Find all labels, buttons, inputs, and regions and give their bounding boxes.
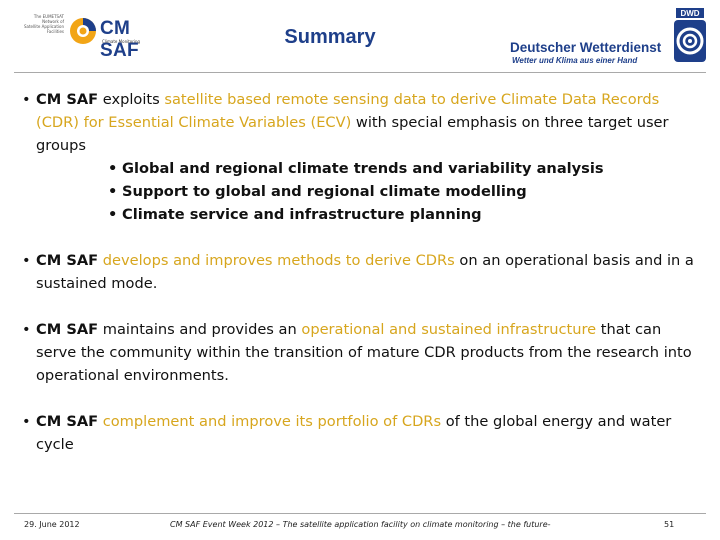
- sub-bullet-dot: •: [108, 160, 118, 177]
- bullet-item: • CM SAF develops and improves methods t…: [22, 249, 702, 295]
- bullet-dot: •: [22, 91, 31, 108]
- sub-bullet-item: • Global and regional climate trends and …: [36, 157, 702, 180]
- logo-text: CM SAF: [100, 18, 139, 61]
- sub-bullet-dot: •: [108, 206, 118, 223]
- target-user-groups: • Global and regional climate trends and …: [36, 157, 702, 226]
- sub-bullet-text: Support to global and regional climate m…: [122, 183, 527, 200]
- sub-bullet-item: • Climate service and infrastructure plan…: [36, 203, 702, 226]
- text-segment: on an operational basis and in a sustain…: [36, 252, 694, 292]
- sub-bullet-text: Global and regional climate trends and v…: [122, 160, 604, 177]
- eumetsat-network-text: The EUMETSAT Network of Satellite Applic…: [20, 14, 64, 34]
- org-line: Facilities: [46, 29, 64, 34]
- logo-subtitle: Climate Monitoring: [102, 39, 141, 44]
- bullet-item: • CM SAF complement and improve its port…: [22, 410, 702, 456]
- highlighted-phrase: complement and improve its portfolio of …: [102, 413, 442, 430]
- org-line: The EUMETSAT: [33, 14, 64, 19]
- highlighted-phrase: satellite based remote sensing data to d…: [36, 91, 660, 131]
- bullet-item: • CM SAF exploits satellite based remote…: [22, 88, 702, 226]
- bullet-text: CM SAF complement and improve its portfo…: [36, 413, 671, 453]
- org-line: Satellite Application: [23, 24, 64, 29]
- page-title: Summary: [284, 26, 376, 48]
- header-divider: [14, 72, 706, 73]
- highlighted-phrase: develops and improves methods to derive …: [102, 252, 455, 269]
- sub-bullet-dot: •: [108, 183, 118, 200]
- footer-event: CM SAF Event Week 2012 – The satellite a…: [170, 520, 551, 529]
- page-number: 51: [664, 520, 675, 529]
- org-name: CM SAF: [36, 91, 99, 108]
- org-name: CM SAF: [36, 413, 99, 430]
- text-segment: of the global energy and water cycle: [36, 413, 672, 453]
- text-segment: with special emphasis on three target us…: [36, 114, 669, 154]
- bullet-dot: •: [22, 321, 31, 338]
- footer-date: 29. June 2012: [24, 520, 80, 529]
- bullet-text: CM SAF maintains and provides an operati…: [36, 321, 692, 384]
- slide-header: The EUMETSAT Network of Satellite Applic…: [0, 0, 720, 70]
- org-name: CM SAF: [36, 321, 99, 338]
- sub-bullet-item: • Support to global and regional climate …: [36, 180, 702, 203]
- text-segment: exploits: [98, 91, 165, 108]
- text-segment: maintains and provides an: [98, 321, 302, 338]
- org-name: CM SAF: [36, 252, 99, 269]
- dwd-emblem-icon: DWD: [674, 8, 706, 62]
- bullet-dot: •: [22, 252, 31, 269]
- highlighted-phrase: operational and sustained infrastructure: [301, 321, 597, 338]
- dwd-badge: DWD: [680, 9, 699, 18]
- dwd-name: Deutscher Wetterdienst: [510, 40, 662, 55]
- bullet-dot: •: [22, 413, 31, 430]
- bullet-text: CM SAF develops and improves methods to …: [36, 252, 694, 292]
- cmsaf-logo: The EUMETSAT Network of Satellite Applic…: [20, 14, 160, 61]
- bullet-text: CM SAF exploits satellite based remote s…: [36, 91, 669, 154]
- sub-bullet-text: Climate service and infrastructure plann…: [122, 206, 482, 223]
- dwd-logo: Deutscher Wetterdienst Wetter und Klima …: [510, 8, 710, 65]
- bullet-item: • CM SAF maintains and provides an opera…: [22, 318, 702, 387]
- sun-globe-icon: [70, 18, 96, 44]
- summary-content: • CM SAF exploits satellite based remote…: [22, 88, 702, 456]
- dwd-slogan: Wetter und Klima aus einer Hand: [512, 56, 638, 65]
- text-segment: that can serve the community within the …: [36, 321, 692, 384]
- org-line: Network of: [42, 19, 64, 24]
- footer-divider: [14, 513, 706, 514]
